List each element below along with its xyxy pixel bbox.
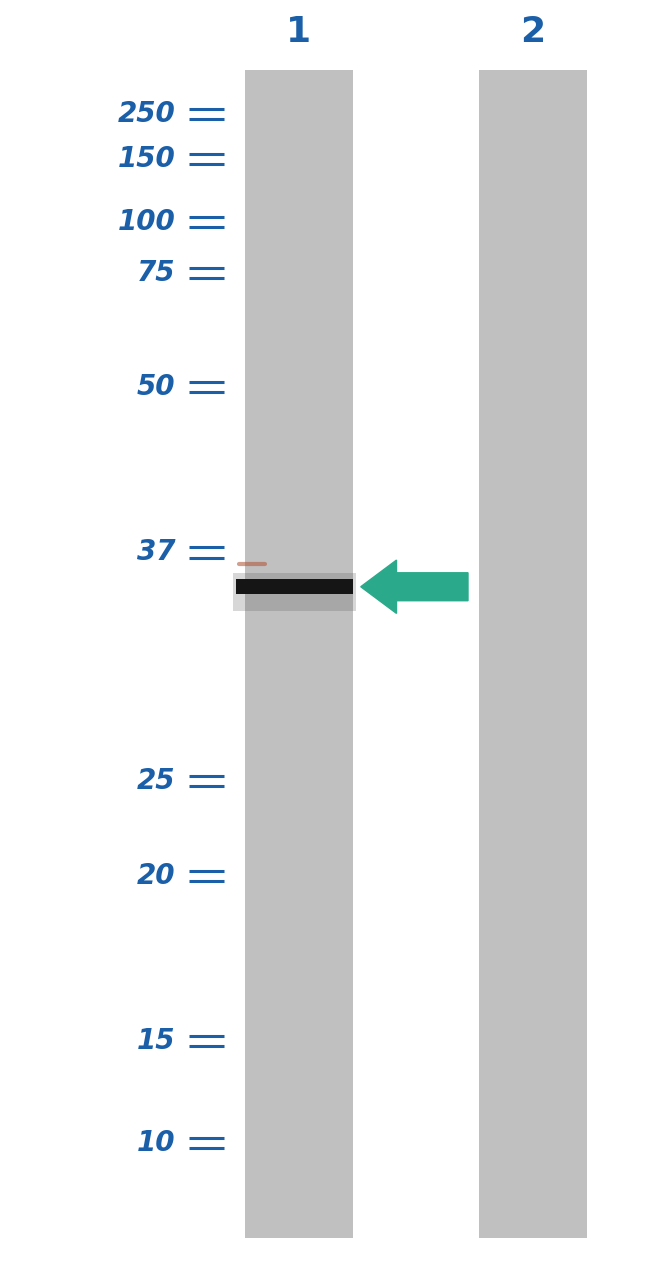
Text: 25: 25 (137, 767, 176, 795)
Text: 100: 100 (118, 208, 176, 236)
Text: 15: 15 (137, 1027, 176, 1055)
Text: 150: 150 (118, 145, 176, 173)
Bar (246, 70, 352, 1238)
Bar (236, 579, 353, 594)
Text: 1: 1 (287, 15, 311, 48)
Text: 50: 50 (137, 373, 176, 401)
Bar (233, 573, 356, 611)
Text: 75: 75 (137, 259, 176, 287)
FancyArrow shape (361, 560, 468, 613)
Text: 20: 20 (137, 862, 176, 890)
Text: 37: 37 (137, 538, 176, 566)
Text: 250: 250 (118, 100, 176, 128)
Bar (479, 70, 586, 1238)
Text: 10: 10 (137, 1129, 176, 1157)
Text: 2: 2 (521, 15, 545, 48)
